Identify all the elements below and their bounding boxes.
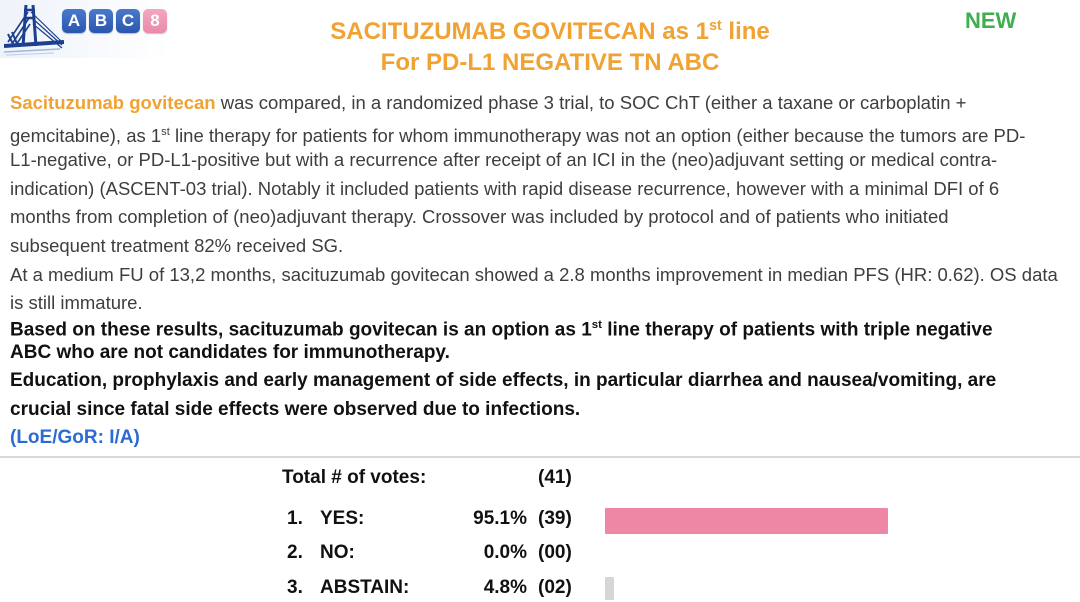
vote-row: 1. YES: 95.1% (39) (280, 504, 1070, 538)
recommendation-paragraph: Based on these results, sacituzumab govi… (10, 319, 997, 448)
vote-row-bar (605, 576, 614, 600)
vote-row-label: ABSTAIN: (320, 576, 410, 598)
vote-row-number: 2. (287, 542, 303, 564)
total-votes-count: (41) (538, 467, 572, 488)
abc8-letter-badges: A B C 8 (62, 9, 167, 33)
badge-letter-a: A (62, 9, 86, 33)
vote-row-number: 1. (287, 508, 303, 529)
vote-row-percent: 95.1% (473, 508, 527, 529)
vote-row-label: NO: (320, 542, 355, 564)
total-votes-row: Total # of votes: (41) (280, 464, 1070, 504)
summary-paragraph: Sacituzumab govitecan was compared, in a… (10, 92, 1058, 314)
badge-number-8: 8 (143, 9, 167, 33)
vote-row-count: (39) (538, 508, 572, 529)
badge-letter-c: C (116, 9, 140, 33)
vote-row-count: (00) (538, 542, 572, 564)
vote-row-percent: 0.0% (483, 542, 527, 564)
abc8-logo: A B C 8 (0, 0, 200, 58)
total-votes-label: Total # of votes: (282, 467, 427, 488)
vote-row-bar (605, 508, 888, 534)
vote-row-count: (02) (538, 576, 572, 598)
vote-rows: 1. YES: 95.1% (39) 2. NO: 0.0% (00) 3. A… (280, 504, 1070, 602)
vote-row-number: 3. (287, 576, 303, 598)
vote-row-percent: 4.8% (483, 576, 527, 598)
bridge-icon (3, 2, 65, 61)
badge-letter-b: B (89, 9, 113, 33)
vote-row: 3. ABSTAIN: 4.8% (02) (280, 573, 1070, 602)
section-divider (0, 456, 1080, 458)
voting-results: Total # of votes: (41) 1. YES: 95.1% (39… (280, 464, 1070, 602)
vote-row: 2. NO: 0.0% (00) (280, 538, 1070, 572)
vote-row-label: YES: (320, 508, 365, 529)
slide-title: SACITUZUMAB GOVITECAN as 1st line For PD-… (330, 18, 770, 76)
new-badge: NEW (965, 8, 1017, 33)
